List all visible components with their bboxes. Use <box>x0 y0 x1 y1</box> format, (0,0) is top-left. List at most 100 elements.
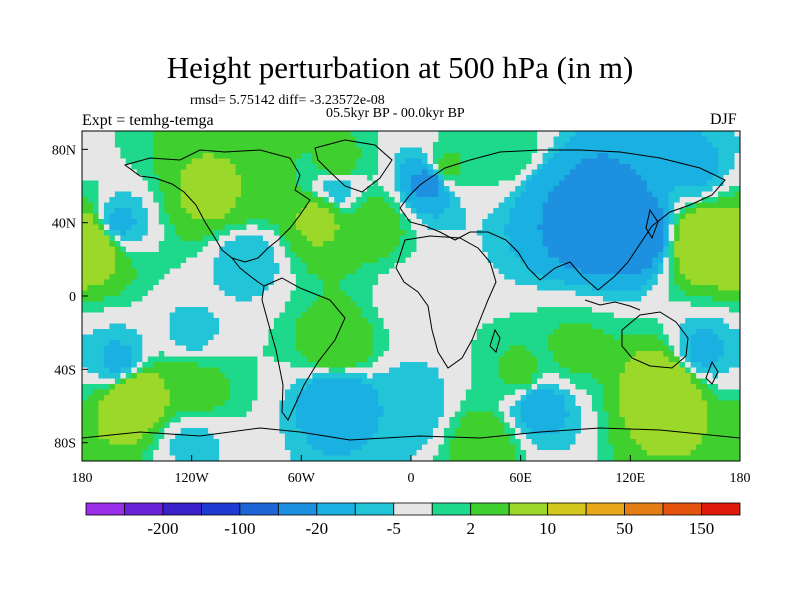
field-cell <box>131 235 138 242</box>
field-cell <box>674 164 681 171</box>
field-cell <box>235 268 242 275</box>
field-cell <box>657 290 664 297</box>
field-cell <box>246 191 253 198</box>
field-cell <box>509 180 516 187</box>
field-cell <box>657 257 664 264</box>
field-cell <box>400 274 407 281</box>
field-cell <box>175 191 182 198</box>
field-cell <box>295 296 302 303</box>
field-cell <box>273 323 280 330</box>
field-cell <box>383 169 390 176</box>
field-cell <box>153 136 160 143</box>
field-cell <box>449 246 456 253</box>
field-cell <box>279 285 286 292</box>
field-cell <box>668 224 675 231</box>
field-cell <box>147 241 154 248</box>
field-cell <box>729 257 736 264</box>
field-cell <box>262 351 270 358</box>
field-cell <box>575 153 582 160</box>
field-cell <box>224 307 231 314</box>
field-cell <box>367 296 374 303</box>
field-cell <box>136 268 143 275</box>
field-cell <box>591 197 599 204</box>
field-cell <box>312 257 319 264</box>
field-cell <box>82 268 89 275</box>
field-cell <box>559 296 566 303</box>
field-cell <box>131 323 138 330</box>
field-cell <box>723 186 730 193</box>
field-cell <box>405 158 412 165</box>
field-cell <box>734 142 740 149</box>
field-cell <box>197 290 204 297</box>
field-cell <box>630 290 637 297</box>
field-cell <box>635 257 642 264</box>
field-cell <box>531 213 538 220</box>
field-cell <box>630 340 637 347</box>
field-cell <box>120 356 127 363</box>
field-cell <box>630 307 637 314</box>
field-cell <box>334 235 341 242</box>
field-cell <box>268 191 275 198</box>
field-cell <box>591 334 599 341</box>
field-cell <box>230 153 237 160</box>
field-cell <box>602 290 609 297</box>
field-cell <box>109 279 116 286</box>
field-cell <box>646 136 653 143</box>
field-cell <box>82 197 89 204</box>
field-cell <box>186 345 193 352</box>
field-cell <box>443 186 450 193</box>
field-cell <box>635 197 642 204</box>
field-cell <box>712 142 719 149</box>
field-cell <box>438 274 445 281</box>
field-cell <box>235 213 242 220</box>
field-cell <box>356 186 363 193</box>
field-cell <box>389 208 396 215</box>
field-cell <box>142 191 149 198</box>
field-cell <box>701 307 708 314</box>
field-cell <box>454 268 461 275</box>
field-cell <box>635 340 642 347</box>
field-cell <box>696 219 703 226</box>
field-cell <box>219 345 226 352</box>
field-cell <box>575 230 582 237</box>
field-cell <box>197 356 204 363</box>
field-cell <box>498 219 505 226</box>
field-cell <box>718 296 725 303</box>
field-cell <box>608 301 615 308</box>
field-cell <box>82 213 89 220</box>
field-cell <box>273 252 280 259</box>
field-cell <box>438 241 445 248</box>
field-cell <box>734 180 740 187</box>
field-cell <box>701 345 708 352</box>
field-cell <box>136 323 143 330</box>
field-cell <box>350 296 357 303</box>
field-cell <box>646 169 653 176</box>
field-cell <box>624 131 631 138</box>
field-cell <box>312 274 319 281</box>
field-cell <box>356 191 363 198</box>
field-cell <box>328 246 335 253</box>
field-cell <box>432 257 440 264</box>
field-cell <box>509 351 516 358</box>
field-cell <box>443 175 450 182</box>
field-cell <box>624 241 631 248</box>
field-cell <box>389 230 396 237</box>
field-cell <box>460 131 467 138</box>
field-cell <box>345 252 352 259</box>
field-cell <box>465 246 472 253</box>
field-cell <box>515 230 522 237</box>
field-cell <box>729 186 736 193</box>
field-cell <box>372 263 379 270</box>
field-cell <box>87 323 94 330</box>
field-cell <box>372 241 379 248</box>
field-cell <box>350 312 357 319</box>
field-cell <box>608 230 615 237</box>
field-cell <box>553 329 560 336</box>
field-cell <box>98 186 105 193</box>
field-cell <box>493 340 500 347</box>
field-cell <box>350 136 357 143</box>
field-cell <box>641 263 648 270</box>
field-cell <box>712 340 719 347</box>
field-cell <box>443 158 450 165</box>
field-cell <box>262 241 270 248</box>
